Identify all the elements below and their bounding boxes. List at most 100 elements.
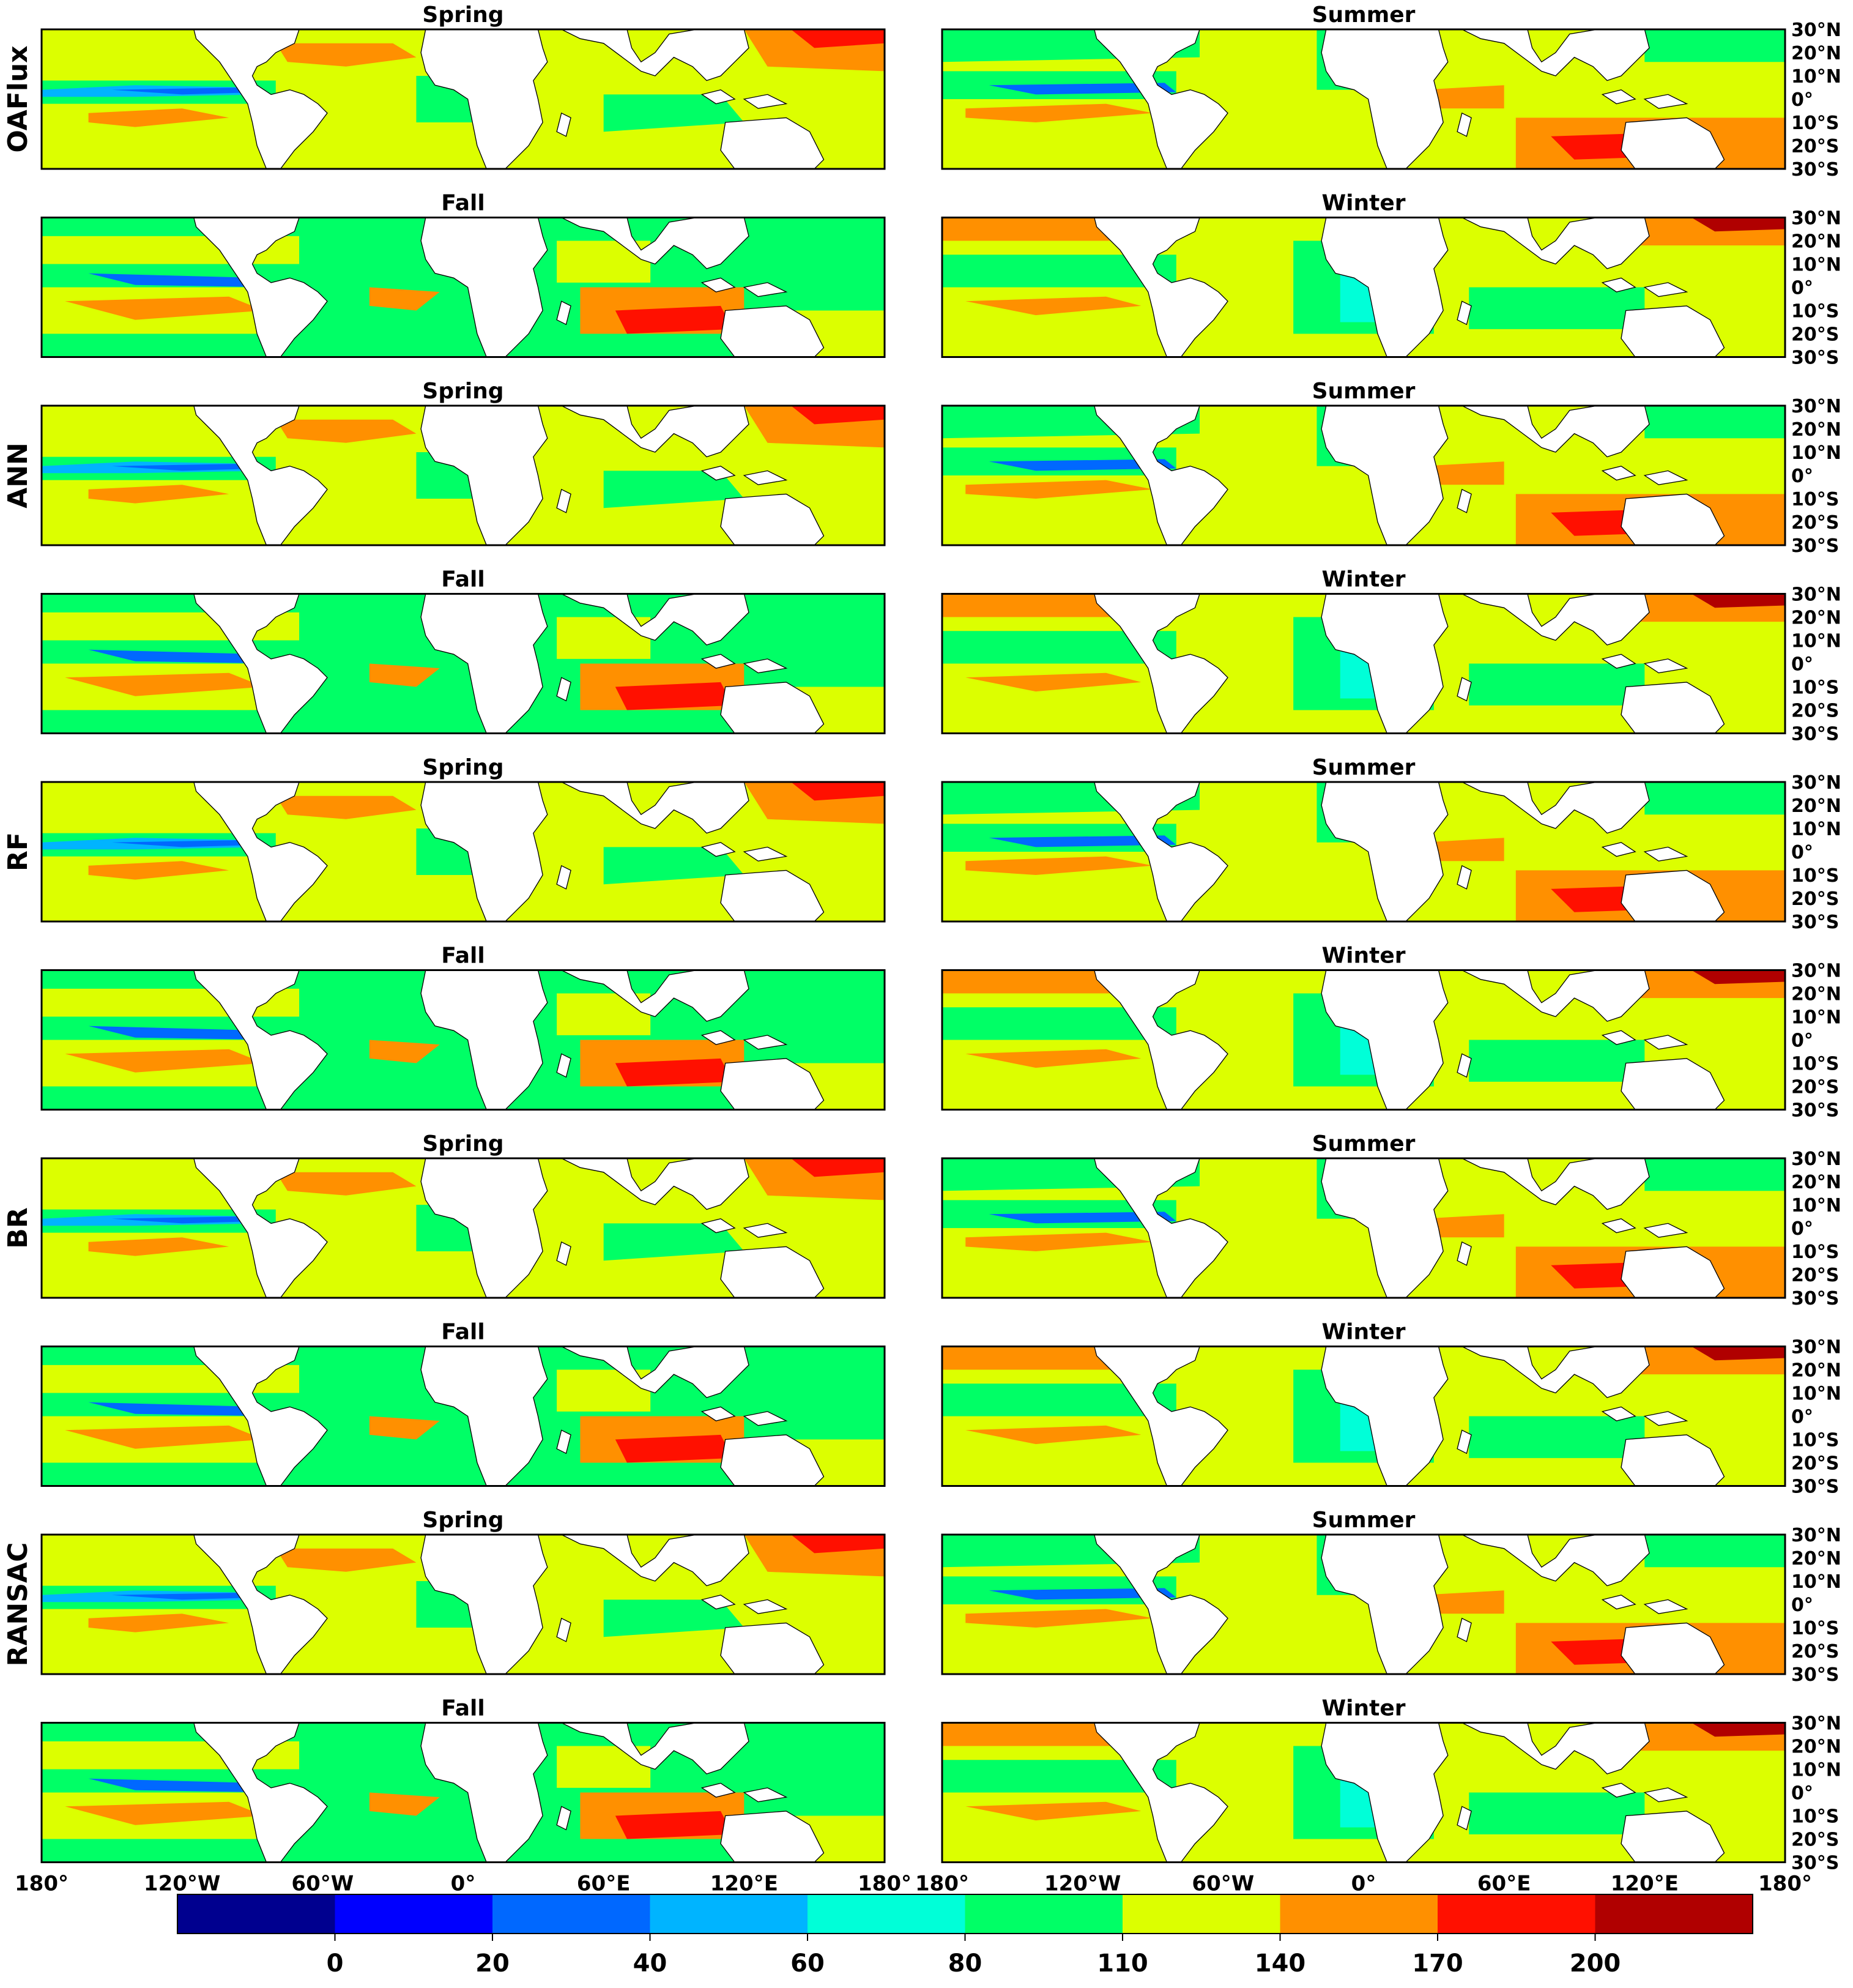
lat-tick-label: 20°S [1791, 1830, 1839, 1851]
lat-tick-label: 20°S [1791, 1641, 1839, 1662]
lat-tick-label: 10°S [1791, 865, 1839, 887]
lat-tick-label: 30°N [1791, 772, 1841, 794]
panel-frame [40, 781, 886, 923]
colorbar-segment [335, 1894, 493, 1934]
colorbar-segment [650, 1894, 808, 1934]
lat-tick-label: 30°N [1791, 20, 1841, 41]
map-panel: Spring [40, 2, 886, 170]
row-label: BR [2, 1207, 34, 1248]
lat-tick-label: 10°N [1791, 631, 1841, 652]
lat-tick-label: 30°N [1791, 1525, 1841, 1546]
lat-tick-label: 0° [1791, 1030, 1813, 1052]
map-panel: Spring [40, 1131, 886, 1299]
lat-tick-label: 10°N [1791, 442, 1841, 464]
lon-tick-label: 180° [915, 1872, 969, 1896]
colorbar-tick-label: 60 [790, 1949, 825, 1978]
lat-tick-label: 10°S [1791, 1806, 1839, 1828]
panel-title: Summer [1312, 1508, 1416, 1533]
panel-frame [941, 781, 1786, 923]
colorbar: 0 20 40 60 80 110 140 170 200 [177, 1894, 1753, 1978]
lat-tick-label: 10°S [1791, 1242, 1839, 1263]
colorbar-segment [1280, 1894, 1438, 1934]
panel-title: Spring [422, 379, 503, 404]
map-panel: Winter [941, 1696, 1786, 1863]
lat-tick-label: 30°N [1791, 208, 1841, 229]
lat-tick-label: 20°N [1791, 419, 1841, 441]
lat-tick-label: 20°N [1791, 795, 1841, 817]
lat-tick-label: 20°N [1791, 1737, 1841, 1758]
lat-tick-label: 20°N [1791, 1360, 1841, 1382]
panel-title: Summer [1312, 755, 1416, 780]
lon-tick-label: 0° [451, 1872, 476, 1896]
panel-title: Winter [1321, 1320, 1405, 1345]
panel-title: Fall [441, 567, 485, 592]
panel-frame [40, 1157, 886, 1299]
lon-tick-label: 0° [1351, 1872, 1376, 1896]
colorbar-segment [965, 1894, 1123, 1934]
colorbar-segment [808, 1894, 965, 1934]
lat-tick-label: 10°N [1791, 1383, 1841, 1405]
panel-frame [941, 217, 1786, 358]
panel-frame [941, 1157, 1786, 1299]
lat-tick-label: 0° [1791, 654, 1813, 676]
lat-tick-label: 20°S [1791, 324, 1839, 346]
map-panel: Spring [40, 755, 886, 923]
map-panel: Summer [941, 2, 1786, 170]
panel-frame [941, 593, 1786, 734]
colorbar-segment [177, 1894, 335, 1934]
panel-frame [40, 1346, 886, 1487]
panel-frame [40, 1533, 886, 1675]
panel-frame [40, 217, 886, 358]
lon-tick-label: 180° [858, 1872, 912, 1896]
colorbar-segment [1123, 1894, 1280, 1934]
lat-tick-label: 10°S [1791, 1618, 1839, 1639]
panel-frame [941, 969, 1786, 1111]
panel-frame [40, 1722, 886, 1863]
panel-title: Spring [422, 1131, 503, 1156]
colorbar-tick-label: 20 [475, 1949, 510, 1978]
map-panel: Summer [941, 1508, 1786, 1675]
lat-tick-label: 10°S [1791, 489, 1839, 510]
panel-frame [941, 1346, 1786, 1487]
lon-tick-label: 120°W [1044, 1872, 1121, 1896]
colorbar-tick-label: 140 [1255, 1949, 1306, 1978]
lat-tick-label: 0° [1791, 466, 1813, 487]
panel-title: Summer [1312, 1131, 1416, 1156]
colorbar-tick-label: 170 [1412, 1949, 1463, 1978]
map-panel: Spring [40, 1508, 886, 1675]
lat-tick-label: 20°N [1791, 984, 1841, 1005]
lat-tick-label: 0° [1791, 1407, 1813, 1428]
row-label: RF [2, 832, 34, 871]
lat-tick-label: 30°N [1791, 1337, 1841, 1358]
lat-tick-label: 30°N [1791, 396, 1841, 417]
lat-tick-label: 0° [1791, 1595, 1813, 1616]
panel-frame [40, 593, 886, 734]
panel-title: Winter [1321, 944, 1405, 969]
lat-tick-label: 20°S [1791, 888, 1839, 910]
lat-tick-label: 0° [1791, 278, 1813, 299]
row-label: RANSAC [2, 1543, 34, 1667]
panel-frame [40, 404, 886, 546]
map-panel: Summer [941, 1131, 1786, 1299]
lat-tick-label: 20°S [1791, 1265, 1839, 1286]
lat-tick-label: 0° [1791, 842, 1813, 863]
lat-tick-label: 20°S [1791, 1453, 1839, 1475]
panel-frame [40, 969, 886, 1111]
lat-tick-label: 30°S [1791, 535, 1839, 557]
lat-tick-label: 20°S [1791, 512, 1839, 534]
lat-tick-label: 20°N [1791, 1548, 1841, 1569]
panel-frame [941, 1533, 1786, 1675]
colorbar-tick-label: 0 [327, 1949, 344, 1978]
map-panel: Winter [941, 944, 1786, 1111]
map-panel: Winter [941, 1320, 1786, 1487]
colorbar-tick-label: 110 [1097, 1949, 1148, 1978]
lat-tick-label: 10°N [1791, 255, 1841, 276]
lat-tick-label: 20°N [1791, 1172, 1841, 1193]
colorbar-segment [492, 1894, 650, 1934]
lat-tick-label: 20°N [1791, 43, 1841, 64]
map-panel: Fall [40, 944, 886, 1111]
lon-tick-label: 120°E [1611, 1872, 1679, 1896]
lon-tick-label: 60°W [291, 1872, 354, 1896]
colorbar-segment [1595, 1894, 1753, 1934]
